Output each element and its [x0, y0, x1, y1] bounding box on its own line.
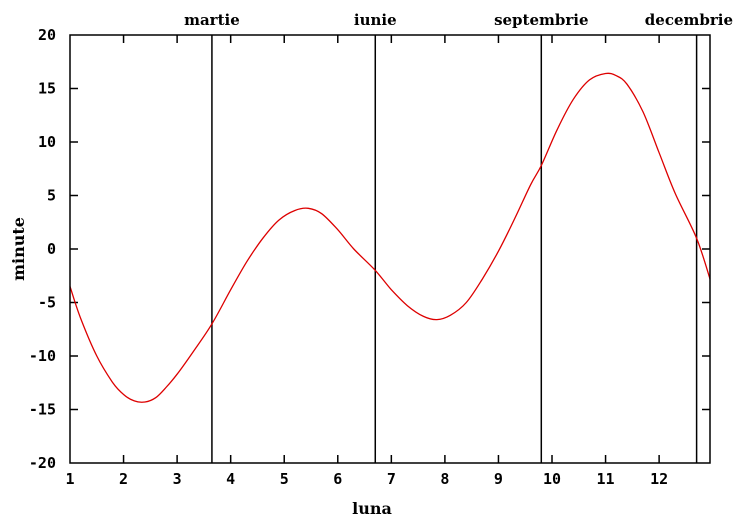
x-tick-label: 7 [387, 470, 396, 488]
y-tick-label: -20 [29, 454, 56, 472]
x-tick-label: 2 [119, 470, 128, 488]
y-axis-title: minute [9, 217, 28, 281]
y-tick-label: 5 [47, 187, 56, 205]
y-tick-label: -10 [29, 347, 56, 365]
series-layer [69, 72, 711, 403]
y-tick-label: -15 [29, 401, 56, 419]
plot-frame [69, 34, 711, 464]
y-tick-label: 15 [38, 80, 56, 98]
y-tick-label: 20 [38, 26, 56, 44]
month-marker-label: septembrie [494, 11, 588, 29]
month-marker-label: iunie [354, 11, 397, 29]
x-tick-label: 9 [494, 470, 503, 488]
series-line [69, 72, 711, 403]
x-tick-label: 6 [333, 470, 342, 488]
x-tick-label: 10 [543, 470, 561, 488]
x-tick-label: 12 [650, 470, 668, 488]
x-tick-label: 5 [280, 470, 289, 488]
y-tick-label: 0 [47, 240, 56, 258]
x-tick-label: 11 [597, 470, 615, 488]
month-marker-label: decembrie [645, 11, 733, 29]
month-marker-label: martie [184, 11, 240, 29]
x-tick-label: 8 [440, 470, 449, 488]
month-markers: martie iunie septembrie decembrie [184, 11, 733, 463]
x-axis-title: luna [352, 499, 392, 518]
x-tick-label: 1 [65, 470, 74, 488]
x-tick-label: 3 [173, 470, 182, 488]
y-tick-label: 10 [38, 133, 56, 151]
x-tick-label: 4 [226, 470, 235, 488]
y-tick-label: -5 [38, 294, 56, 312]
